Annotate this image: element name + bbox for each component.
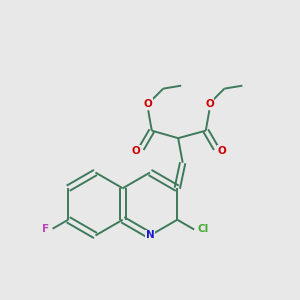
Text: O: O bbox=[205, 99, 214, 109]
Text: O: O bbox=[131, 146, 140, 156]
Text: O: O bbox=[217, 146, 226, 156]
Text: O: O bbox=[144, 99, 153, 109]
Text: Cl: Cl bbox=[197, 224, 209, 235]
Text: N: N bbox=[146, 230, 154, 241]
Text: F: F bbox=[41, 224, 49, 234]
